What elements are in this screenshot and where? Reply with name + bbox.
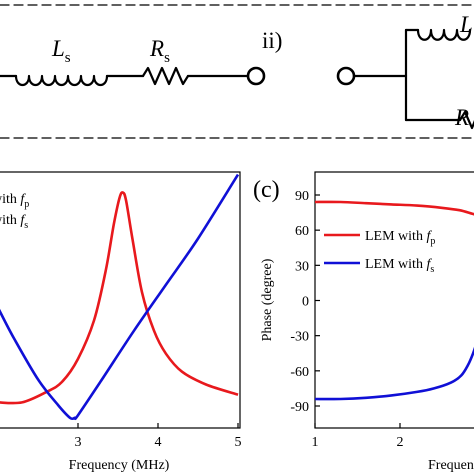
impedance-chart: 3 4 5 with fp with fs Frequency (MHz)	[0, 171, 242, 473]
series-line-1	[0, 173, 240, 421]
label-r-partial: R	[454, 105, 469, 130]
inductor-l-partial	[416, 28, 472, 41]
legend-label-1: with fs	[0, 213, 28, 231]
resistor-r-partial	[458, 110, 474, 130]
x-tick-label-5: 5	[235, 435, 242, 450]
panel-marker-ii: ii)	[262, 28, 282, 53]
legend: LEM with fp LEM with fs	[324, 229, 435, 275]
x-axis-title: Frequency (MHz)	[69, 458, 170, 473]
y-tick-label--30: -30	[290, 330, 309, 345]
label-l-partial: L	[459, 12, 473, 37]
series-line-1	[314, 346, 474, 401]
x-tick-label-3: 3	[75, 435, 82, 450]
label-ls: Ls	[51, 36, 71, 66]
label-rs: Rs	[149, 36, 170, 66]
series-lines	[0, 173, 240, 421]
x-tick-label-2: 2	[397, 435, 404, 450]
y-axis-title: Phase (degree)	[260, 258, 275, 341]
terminal-node-right	[246, 66, 266, 86]
resistor-rs	[141, 66, 190, 86]
x-axis: 3 4 5	[75, 423, 242, 450]
y-tick-label-30: 30	[295, 259, 309, 274]
plot-frame	[314, 171, 474, 429]
plot-frame	[0, 171, 241, 429]
panel-label-c: (c)	[253, 177, 280, 203]
x-tick-label-4: 4	[155, 435, 162, 450]
legend-label-0: LEM with fp	[365, 229, 435, 247]
x-tick-label-1: 1	[312, 435, 319, 450]
x-axis-title: Frequenc	[428, 458, 474, 473]
inductor-ls	[14, 74, 109, 87]
legend: with fp with fs	[0, 192, 29, 231]
legend-label-0: with fp	[0, 192, 29, 210]
series-line-0	[0, 191, 239, 405]
legend-label-1: LEM with fs	[365, 257, 434, 275]
circuit-panel	[0, 4, 474, 139]
series-line-0	[314, 200, 474, 216]
circuit-labels: Ls Rs ii) L R	[51, 12, 473, 130]
series-lines	[314, 200, 474, 401]
terminal-node-left	[336, 66, 356, 86]
axes: 90 60 30 0 -30 -60 -90 1 2	[290, 189, 403, 450]
y-tick-label--60: -60	[290, 365, 309, 380]
y-tick-label-0: 0	[302, 295, 309, 310]
y-tick-label-90: 90	[295, 189, 309, 204]
y-tick-label-60: 60	[295, 224, 309, 239]
y-tick-label--90: -90	[290, 400, 309, 415]
